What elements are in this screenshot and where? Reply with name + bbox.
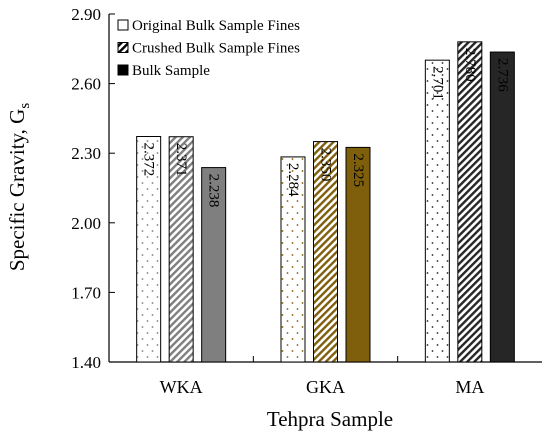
x-axis-title: Tehpra Sample xyxy=(267,407,393,431)
bar-ma-series-3 xyxy=(489,51,515,363)
legend-entry: Bulk Sample xyxy=(132,63,210,79)
legend-swatch xyxy=(117,42,129,53)
y-tick-label: 2.60 xyxy=(71,75,101,94)
data-label: 2.350 xyxy=(318,148,334,182)
bar-ma-series-2 xyxy=(457,41,483,363)
y-axis-title: Specific Gravity, Gs xyxy=(5,103,33,272)
y-tick-label: 2.00 xyxy=(71,214,101,233)
y-tick-label: 2.30 xyxy=(71,144,101,163)
y-tick-label: 2.90 xyxy=(71,5,101,24)
data-label: 2.736 xyxy=(494,58,510,92)
axes: 1.40 1.70 2.00 2.30 2.60 2.90 WKA GKA MA xyxy=(71,5,542,397)
bar-gka-series-2 xyxy=(313,141,338,363)
bar-wka-series-1 xyxy=(136,135,162,363)
x-tick-label: MA xyxy=(455,377,484,397)
y-tick-label: 1.70 xyxy=(71,283,101,302)
data-label: 2.325 xyxy=(350,153,366,187)
data-label: 2.371 xyxy=(173,143,189,177)
data-label: 2.780 xyxy=(462,48,478,82)
x-tick-label: WKA xyxy=(160,377,203,397)
bar-gka-series-1 xyxy=(280,156,306,363)
legend-entry: Original Bulk Sample Fines xyxy=(132,18,300,34)
data-label: 2.238 xyxy=(206,174,222,208)
legend-entry: Crushed Bulk Sample Fines xyxy=(132,41,300,57)
legend: Original Bulk Sample Fines Crushed Bulk S… xyxy=(117,18,300,79)
data-label: 2.701 xyxy=(429,66,445,100)
data-labels: 2.372 2.371 2.238 2.284 2.350 2.325 2.701 2.780… xyxy=(141,48,511,207)
y-axis-title-subscript: s xyxy=(17,103,33,109)
bar-wka-series-3 xyxy=(201,167,227,363)
y-tick-label: 1.40 xyxy=(71,353,101,372)
data-label: 2.284 xyxy=(285,163,301,197)
bar-wka-series-2 xyxy=(168,136,194,363)
bar-gka-series-3 xyxy=(345,146,371,363)
legend-swatch xyxy=(117,64,129,76)
bar-ma-series-1 xyxy=(424,59,450,363)
bars xyxy=(136,41,515,363)
legend-swatch xyxy=(117,19,129,31)
x-tick-label: GKA xyxy=(306,377,345,397)
data-label: 2.372 xyxy=(141,142,157,176)
